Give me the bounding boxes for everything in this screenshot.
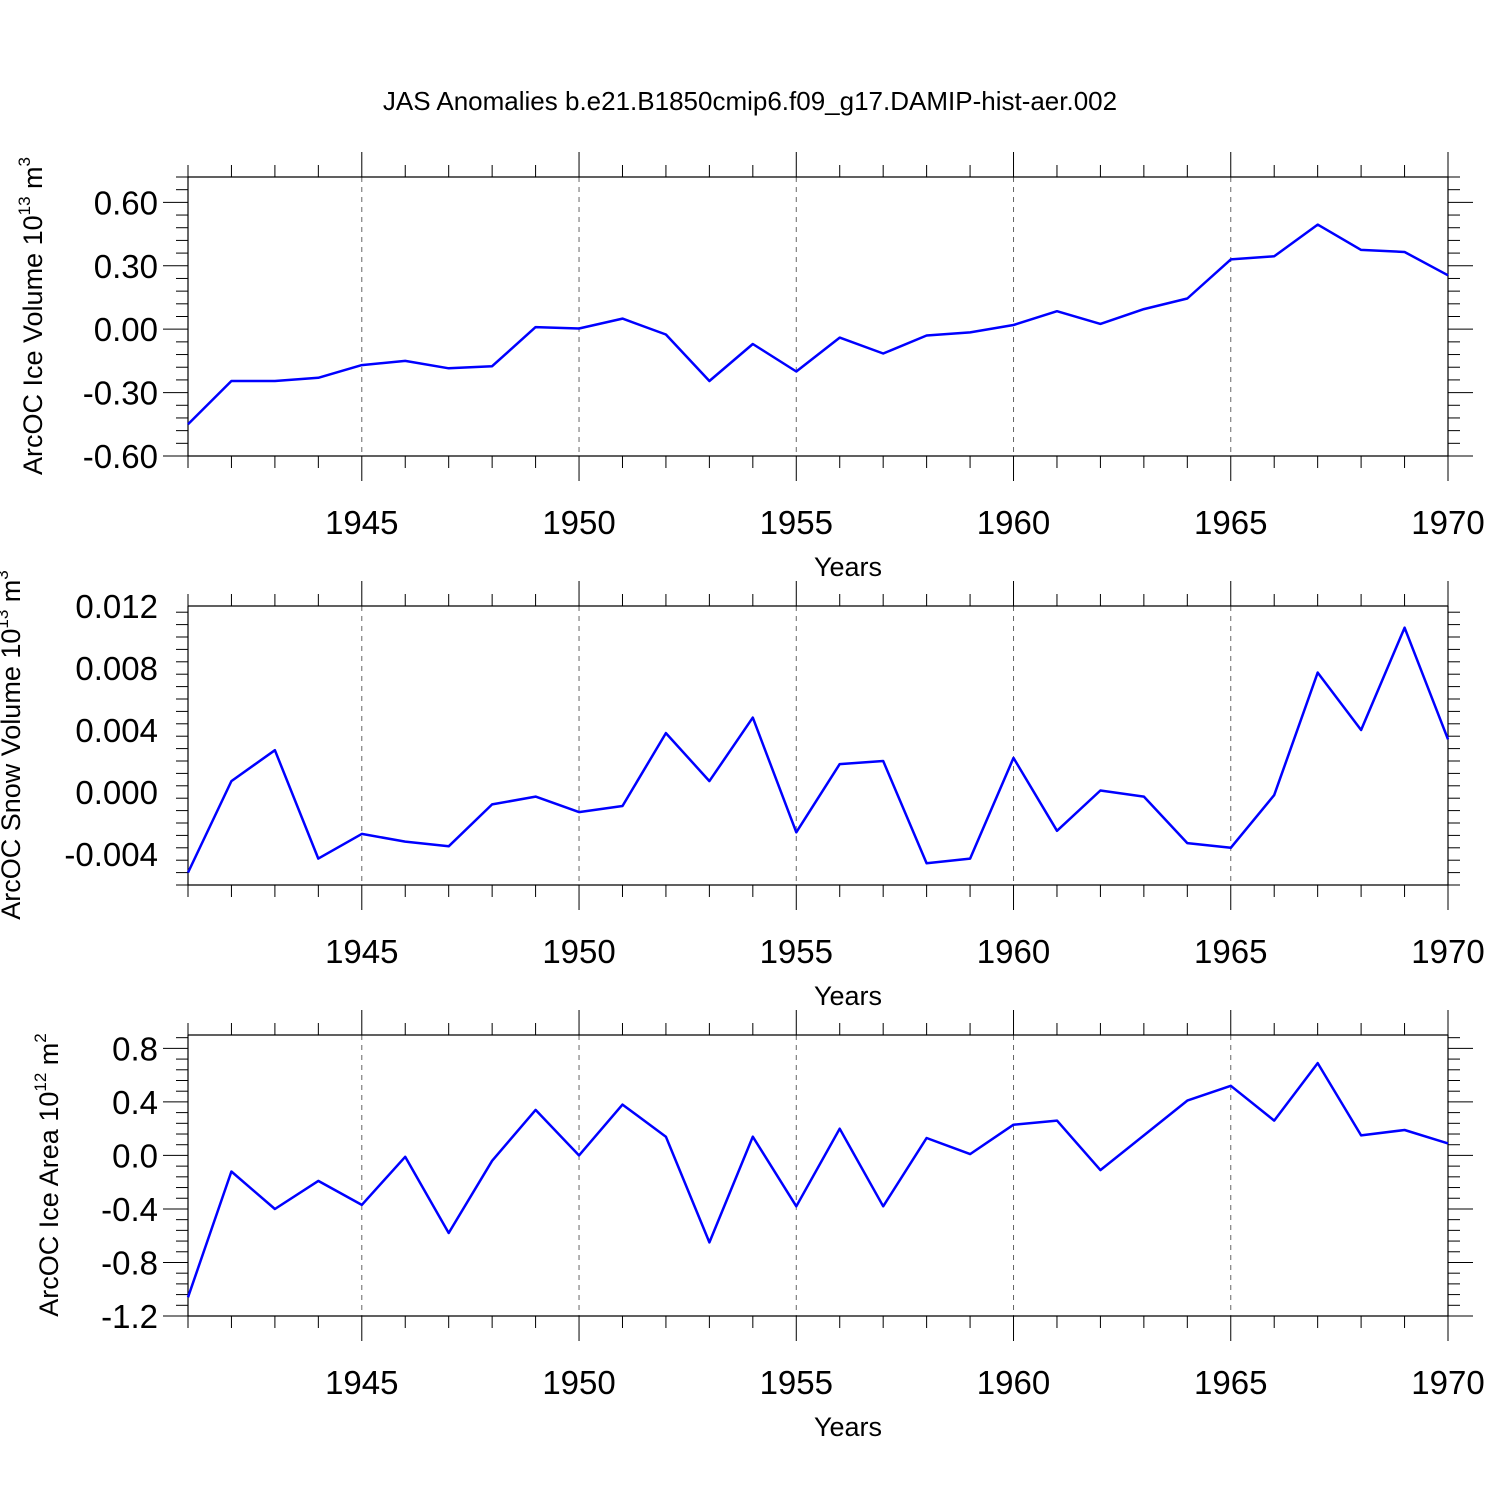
y-axis-label-exp: 13	[15, 196, 34, 215]
y-tick-label: 0.30	[94, 248, 158, 285]
y-axis-label-unit-exp: 3	[0, 570, 12, 579]
x-tick-label: 1955	[760, 933, 833, 970]
y-tick-label: 0.000	[75, 774, 158, 811]
x-tick-label: 1965	[1194, 1364, 1267, 1401]
y-axis-label-exp: 13	[0, 610, 12, 629]
x-tick-label: 1960	[977, 504, 1050, 541]
x-tick-label: 1970	[1411, 504, 1484, 541]
chart-panels: 1945 1950 1955 1960 1965 1970 Years -0.60 -0.30 0…	[0, 152, 1485, 1442]
x-axis-label: Years	[814, 552, 882, 582]
y-tick-label: -0.60	[83, 438, 158, 475]
x-tick-label: 1970	[1411, 933, 1484, 970]
y-tick-label: 0.60	[94, 184, 158, 221]
x-tick-label: 1965	[1194, 933, 1267, 970]
y-axis-label-exp: 12	[31, 1073, 50, 1092]
y-tick-label: 0.012	[75, 588, 158, 625]
y-tick-label: 0.4	[112, 1084, 158, 1121]
x-tick-label: 1960	[977, 933, 1050, 970]
y-tick-label: 0.8	[112, 1030, 158, 1067]
y-axis-label: ArcOC Ice Volume 1013 m3	[15, 157, 48, 475]
series-line	[187, 223, 1449, 426]
y-tick-label: -0.4	[101, 1191, 158, 1228]
x-tick-label: 1950	[542, 1364, 615, 1401]
x-axis-label: Years	[814, 981, 882, 1011]
series-line	[186, 626, 1450, 874]
y-tick-label: -0.8	[101, 1244, 158, 1281]
chart-panel-3: 1945 1950 1955 1960 1965 1970 Years -1.2 -0.8 -0.…	[31, 1010, 1485, 1442]
x-tick-label: 1950	[542, 504, 615, 541]
y-axis-label-unit: m	[34, 1043, 64, 1073]
x-tick-label: 1965	[1194, 504, 1267, 541]
y-tick-label: -0.004	[64, 836, 158, 873]
x-tick-label: 1970	[1411, 1364, 1484, 1401]
x-tick-label: 1945	[325, 504, 398, 541]
y-tick-label: 0.00	[94, 311, 158, 348]
y-tick-label: 0.008	[75, 650, 158, 687]
y-tick-label: 0.004	[75, 712, 158, 749]
x-tick-label: 1945	[325, 933, 398, 970]
x-tick-label: 1950	[542, 933, 615, 970]
chart-title: JAS Anomalies b.e21.B1850cmip6.f09_g17.D…	[383, 86, 1117, 116]
y-tick-label: 0.0	[112, 1137, 158, 1174]
x-tick-label: 1960	[977, 1364, 1050, 1401]
y-axis-label-unit-exp: 3	[15, 157, 34, 166]
y-axis-label-unit: m	[0, 580, 26, 610]
y-axis-label-main: ArcOC Snow Volume 10	[0, 629, 26, 920]
chart-panel-2: 1945 1950 1955 1960 1965 1970 Years -0.004 0.000…	[0, 570, 1485, 1011]
x-tick-label: 1955	[760, 1364, 833, 1401]
y-axis-label-unit: m	[18, 166, 48, 196]
y-axis-label-main: ArcOC Ice Area 10	[34, 1092, 64, 1317]
chart-panel-1: 1945 1950 1955 1960 1965 1970 Years -0.60 -0.30 0…	[15, 152, 1485, 582]
y-tick-label: -0.30	[83, 375, 158, 412]
y-tick-label: -1.2	[101, 1298, 158, 1335]
x-axis-label: Years	[814, 1412, 882, 1442]
y-axis-label-main: ArcOC Ice Volume 10	[18, 215, 48, 475]
y-axis-label: ArcOC Snow Volume 1013 m3	[0, 570, 26, 920]
y-axis-label: ArcOC Ice Area 1012 m2	[31, 1033, 64, 1317]
y-axis-label-unit-exp: 2	[31, 1033, 50, 1042]
x-tick-label: 1945	[325, 1364, 398, 1401]
x-tick-label: 1955	[760, 504, 833, 541]
series-line	[186, 1061, 1449, 1298]
